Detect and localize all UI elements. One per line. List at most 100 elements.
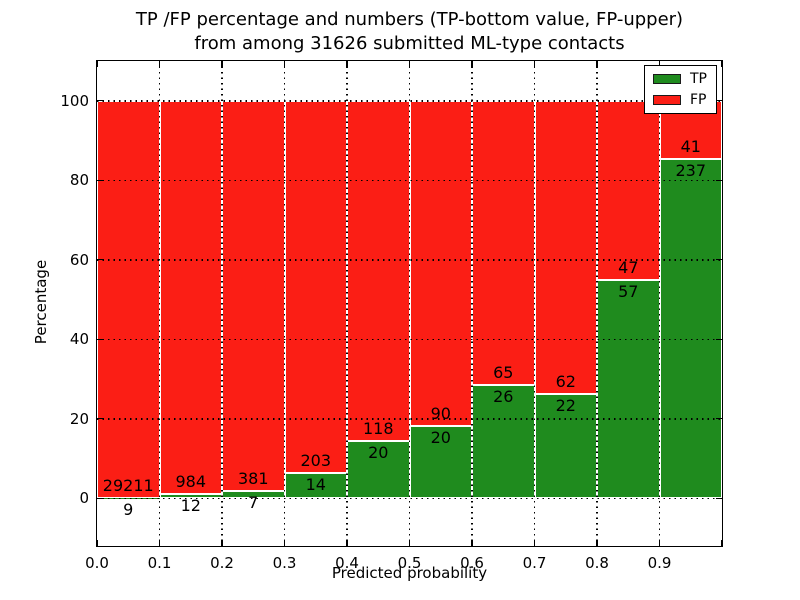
x-tick-mark-top [221,61,223,67]
x-tick-label: 0.1 [147,554,172,572]
y-tick-mark-right [716,100,722,102]
tp-bar-segment [597,280,660,499]
y-tick-label: 80 [69,171,89,190]
x-tick-mark-top [721,61,723,67]
fp-count-label: 984 [175,471,207,491]
x-tick-mark [408,540,411,546]
tp-bar-segment [347,440,410,499]
legend-entry-tp: TP [653,72,707,86]
y-tick-label: 60 [69,250,89,269]
x-gridline [221,61,223,546]
y-tick-mark [97,100,103,102]
y-tick-mark-right [716,259,722,261]
chart-title-line1: TP /FP percentage and numbers (TP-bottom… [135,9,684,30]
fp-bar-segment [597,100,660,281]
x-tick-mark-top [96,61,98,67]
y-tick-mark [97,259,103,261]
y-tick-label: 20 [69,409,89,428]
x-gridline [346,61,348,546]
fp-count-label: 118 [362,418,394,438]
fp-count-label: 90 [430,404,451,424]
y-tick-mark-right [716,418,722,420]
fp-bar-segment [534,100,597,395]
tp-bar-segment [659,159,722,499]
fp-count-label: 41 [680,137,701,157]
fp-count-label: 47 [618,258,639,278]
x-gridline [408,61,411,546]
tp-count-label: 9 [123,500,134,520]
x-gridline [283,61,286,546]
legend: TP FP [644,65,717,114]
x-gridline [158,61,161,546]
tp-count-label: 22 [555,396,576,416]
x-tick-label: 0.2 [210,554,234,572]
fp-bar-segment [159,100,222,494]
tp-bar-segment [284,472,347,499]
x-tick-mark-top [408,61,411,67]
tp-count-label: 237 [675,161,707,181]
x-tick-mark-top [658,61,661,67]
fp-count-label: 65 [493,362,514,382]
fp-count-label: 203 [300,450,332,470]
chart-title-line2: from among 31626 submitted ML-type conta… [194,33,625,54]
fp-bar-segment [284,100,347,473]
x-tick-label: 0.5 [397,554,422,572]
x-tick-mark-top [471,61,473,67]
y-tick-mark-right [716,179,722,181]
x-tick-mark [533,540,536,546]
tp-count-label: 12 [180,495,201,515]
fp-legend-swatch [653,95,681,105]
fp-bar-segment [222,100,285,492]
y-tick-mark [97,179,103,181]
tp-count-label: 14 [305,474,326,494]
fp-bar-segment [409,100,472,427]
x-gridline [658,61,661,546]
fp-count-label: 62 [555,372,576,392]
x-axis-label: Predicted probability [331,564,488,582]
y-tick-label: 0 [79,489,89,508]
x-gridline [596,61,598,546]
x-tick-mark [221,540,223,546]
tp-legend-label: TP [690,71,707,87]
x-tick-label: 0.8 [585,554,609,572]
tp-legend-swatch [653,74,681,84]
fp-bar-segment [472,100,535,385]
fp-bar-segment [347,100,410,441]
x-gridline [533,61,536,546]
x-tick-label: 0.3 [272,554,297,572]
x-tick-mark-top [596,61,598,67]
x-gridline [471,61,473,546]
fp-count-label: 29211 [102,476,154,496]
y-tick-mark [97,418,103,420]
chart-title: TP /FP percentage and numbers (TP-bottom… [96,8,723,56]
x-tick-mark [96,540,98,546]
x-tick-mark [158,540,161,546]
x-tick-mark [658,540,661,546]
x-tick-mark [721,540,723,546]
x-tick-label: 0.7 [522,554,547,572]
y-tick-mark [97,338,103,340]
fp-count-label: 381 [237,469,269,489]
x-tick-mark-top [346,61,348,67]
y-tick-mark [97,497,103,499]
x-tick-label: 0.0 [85,554,109,572]
x-tick-mark [346,540,348,546]
tp-count-label: 7 [248,493,259,513]
x-tick-label: 0.6 [460,554,484,572]
tp-count-label: 20 [368,442,389,462]
y-tick-mark-right [716,338,722,340]
y-tick-label: 40 [69,330,89,349]
x-tick-mark [471,540,473,546]
x-tick-label: 0.4 [335,554,359,572]
fp-bar-segment [97,100,160,499]
legend-entry-fp: FP [653,93,707,107]
tp-count-label: 57 [618,282,639,302]
x-tick-mark-top [283,61,286,67]
plot-area: 29211 9 984 12 381 7 203 14 118 20 90 20 65 26 62 22 47 5… [60,60,723,572]
y-tick-label: 100 [60,91,89,110]
x-tick-label: 0.9 [647,554,672,572]
tp-count-label: 20 [430,428,451,448]
x-tick-mark-top [158,61,161,67]
y-tick-mark-right [716,497,722,499]
